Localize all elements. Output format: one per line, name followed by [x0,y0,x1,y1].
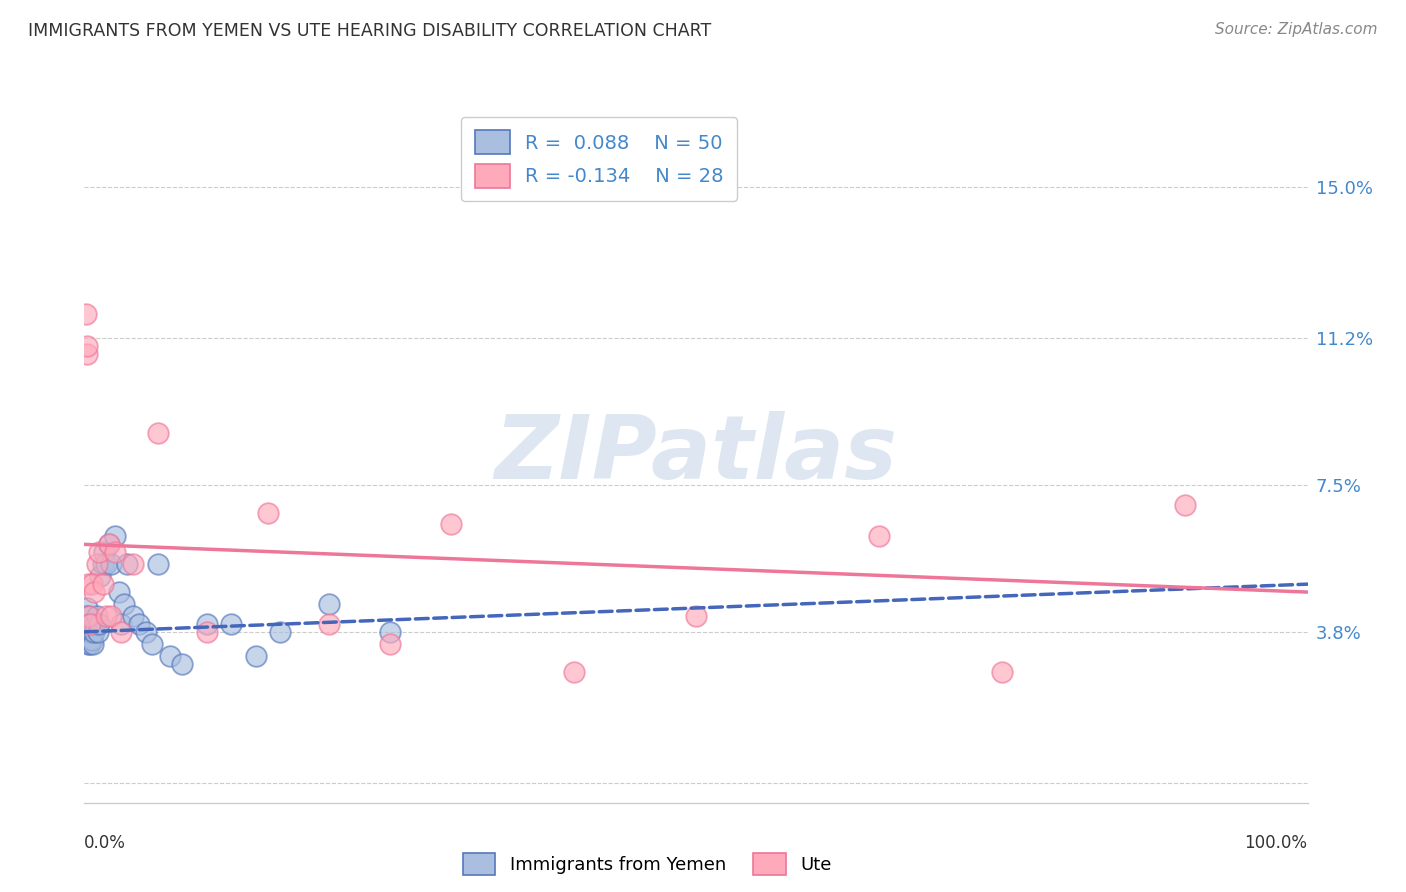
Point [122,558,145,572]
Point [135,624,157,639]
Point [318,597,340,611]
Point [104,529,127,543]
Point [79,624,101,639]
Point [96,558,118,572]
Point [380,624,402,639]
Point [77,632,100,647]
Point [562,665,585,679]
Legend: Immigrants from Yemen, Ute: Immigrants from Yemen, Ute [454,844,841,884]
Text: 0.0%: 0.0% [84,834,127,852]
Point [87,624,110,639]
Text: 100.0%: 100.0% [1244,834,1308,852]
Point [110,616,132,631]
Point [110,624,132,639]
Point [112,597,135,611]
Point [79,616,101,631]
Point [93,545,115,559]
Point [79,616,101,631]
Point [76,624,98,639]
Point [97,537,120,551]
Point [75,609,97,624]
Point [80,577,103,591]
Point [80,624,103,639]
Point [122,609,145,624]
Point [77,624,100,639]
Point [440,517,463,532]
Point [77,616,100,631]
Point [146,558,169,572]
Point [76,609,98,624]
Point [318,616,340,631]
Point [172,657,194,671]
Point [869,529,891,543]
Point [75,616,97,631]
Point [146,425,169,440]
Point [79,637,101,651]
Point [77,609,100,624]
Point [86,609,108,624]
Point [100,609,122,624]
Point [685,609,707,624]
Point [91,577,114,591]
Point [159,648,181,663]
Point [195,616,218,631]
Point [80,632,103,647]
Point [77,637,100,651]
Point [76,616,98,631]
Point [76,346,98,360]
Point [141,637,163,651]
Point [86,558,108,572]
Point [1174,498,1197,512]
Point [257,506,280,520]
Point [91,558,114,572]
Text: Source: ZipAtlas.com: Source: ZipAtlas.com [1215,22,1378,37]
Y-axis label: Hearing Disability: Hearing Disability [0,375,8,535]
Point [104,545,127,559]
Point [76,338,98,352]
Point [115,558,138,572]
Point [77,577,100,591]
Point [77,609,100,624]
Point [100,558,122,572]
Point [269,624,291,639]
Point [77,616,100,631]
Point [83,624,105,639]
Point [77,624,100,639]
Point [87,616,110,631]
Point [219,616,242,631]
Point [245,648,267,663]
Point [991,665,1014,679]
Point [75,307,97,321]
Point [107,585,129,599]
Point [76,601,98,615]
Point [380,637,402,651]
Point [87,545,110,559]
Text: ZIPatlas: ZIPatlas [495,411,897,499]
Point [89,569,111,583]
Point [75,624,97,639]
Text: IMMIGRANTS FROM YEMEN VS UTE HEARING DISABILITY CORRELATION CHART: IMMIGRANTS FROM YEMEN VS UTE HEARING DIS… [28,22,711,40]
Point [82,637,104,651]
Point [76,632,98,647]
Point [128,616,150,631]
Point [195,624,218,639]
Point [97,537,120,551]
Point [96,609,118,624]
Point [84,616,107,631]
Point [83,585,105,599]
